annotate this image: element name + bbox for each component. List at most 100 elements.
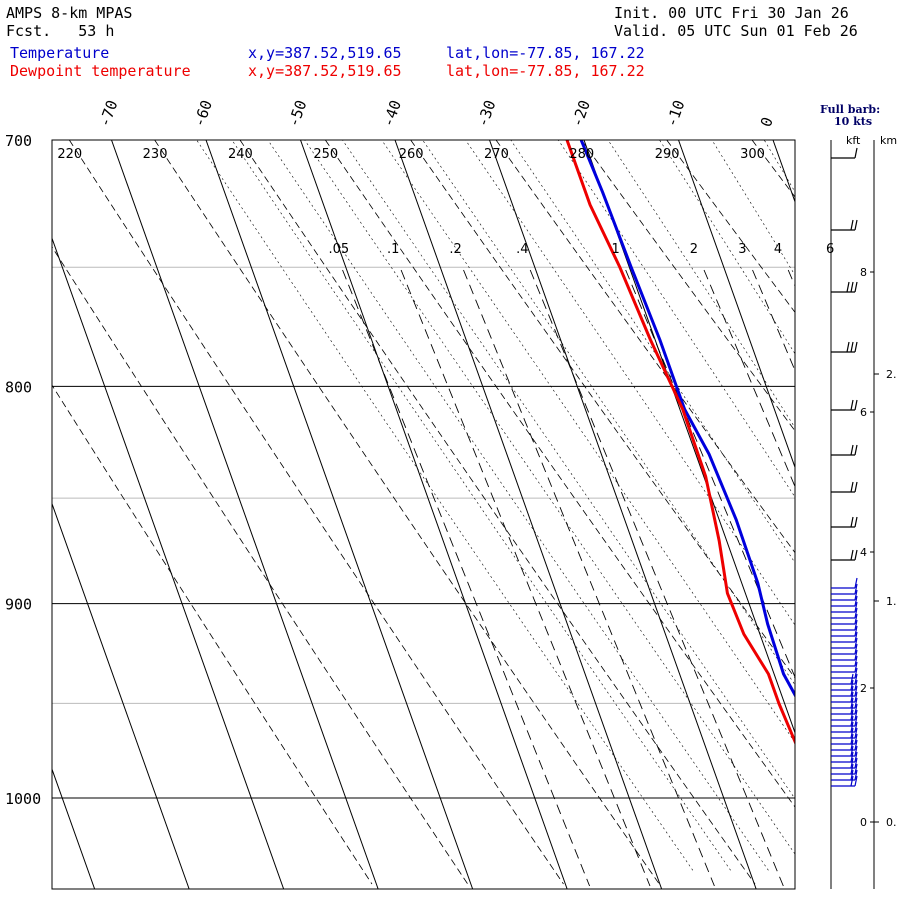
isotherm bbox=[394, 140, 663, 889]
wind-barb bbox=[831, 745, 858, 757]
kft-tick-label: 0 bbox=[860, 816, 867, 829]
wind-barb-flag bbox=[850, 751, 854, 763]
wind-barb-flag bbox=[854, 481, 858, 493]
wind-barb bbox=[831, 769, 858, 781]
mixing-ratio-line bbox=[787, 269, 795, 288]
wind-barb-flag bbox=[850, 709, 854, 721]
chart-series bbox=[565, 140, 795, 746]
wind-barb-flag bbox=[850, 745, 854, 757]
model-title: AMPS 8-km MPAS bbox=[6, 4, 133, 22]
wind-barb-flag bbox=[854, 643, 858, 655]
dewpoint-latlon: lat,lon=-77.85, 167.22 bbox=[446, 62, 645, 80]
isotherm-label-text: -50 bbox=[284, 98, 310, 130]
isotherm-label-text: -10 bbox=[662, 98, 688, 130]
moist-adiabat bbox=[510, 140, 795, 564]
wind-barb bbox=[831, 607, 858, 619]
dry-adiabat bbox=[154, 140, 660, 885]
temperature-profile-line bbox=[579, 140, 795, 698]
wind-barb bbox=[831, 147, 858, 159]
wind-barb-flag bbox=[854, 589, 858, 601]
pressure-tick-label: 700 bbox=[5, 132, 32, 150]
isotherm-label: -60 bbox=[190, 98, 216, 130]
wind-barb-flag bbox=[850, 739, 854, 751]
mixing-ratio-line bbox=[840, 270, 900, 886]
wind-barb-flag bbox=[854, 549, 858, 561]
mixing-ratio-label: 6 bbox=[826, 242, 834, 257]
wind-barb bbox=[831, 733, 858, 745]
wind-barb-flag bbox=[854, 697, 858, 709]
wind-barb bbox=[831, 727, 858, 739]
isotherm bbox=[52, 236, 285, 889]
wind-barb-flag bbox=[854, 709, 858, 721]
wind-barb-flag bbox=[854, 733, 858, 745]
isotherm-label: -40 bbox=[379, 98, 405, 130]
wind-barb-flag bbox=[854, 739, 858, 751]
wind-barb-flag bbox=[850, 727, 854, 739]
wind-barb-flag bbox=[846, 341, 850, 353]
wind-barb-flag bbox=[854, 691, 858, 703]
wind-barb bbox=[831, 757, 858, 769]
isotherm bbox=[300, 140, 568, 889]
wind-barb bbox=[831, 444, 858, 456]
kft-axis-label: kft bbox=[846, 134, 861, 147]
wind-barb bbox=[831, 685, 858, 697]
isotherm-label: 0 bbox=[757, 115, 777, 130]
wind-barb-flag bbox=[854, 721, 858, 733]
wind-barb bbox=[831, 661, 858, 673]
wind-barb-flag bbox=[850, 733, 854, 745]
isotherm bbox=[52, 502, 190, 889]
isotherm bbox=[489, 140, 757, 889]
wind-barb bbox=[831, 715, 858, 727]
isotherm-label: -50 bbox=[284, 98, 310, 130]
isotherm bbox=[111, 140, 379, 889]
chart-grid bbox=[52, 140, 900, 889]
wind-barb-flag bbox=[850, 679, 854, 691]
km-axis-label: km bbox=[880, 134, 897, 147]
wind-barb-flag bbox=[850, 757, 854, 769]
wind-barb-flag bbox=[854, 769, 858, 781]
wind-barb bbox=[831, 549, 858, 561]
wind-barb-flag bbox=[854, 715, 858, 727]
dry-adiabat-label: 290 bbox=[655, 147, 680, 162]
isotherm-label-text: -40 bbox=[379, 98, 405, 130]
wind-barb-flag bbox=[854, 219, 858, 231]
mixing-ratio-label: 1 bbox=[611, 242, 619, 257]
mixing-ratio-label: 4 bbox=[774, 242, 782, 257]
mixing-ratio-line bbox=[703, 269, 795, 488]
wind-barb-flag bbox=[854, 679, 858, 691]
wind-barb bbox=[831, 637, 858, 649]
wind-barb bbox=[831, 631, 858, 643]
isotherm-label: -10 bbox=[662, 98, 688, 130]
isotherm-label-text: -20 bbox=[568, 98, 594, 130]
isotherm bbox=[868, 140, 900, 889]
wind-barb bbox=[831, 516, 858, 528]
mixing-ratio-line bbox=[400, 269, 651, 887]
plot-frame bbox=[51, 139, 796, 890]
wind-barb-flag bbox=[854, 583, 858, 595]
wind-barb-flag bbox=[854, 661, 858, 673]
wind-barb-flag bbox=[854, 444, 858, 456]
isotherm bbox=[583, 140, 795, 735]
isotherm-label-text: -30 bbox=[473, 98, 499, 130]
moist-adiabat bbox=[231, 140, 731, 871]
wind-barb-flag bbox=[850, 281, 854, 293]
wind-barb-flag bbox=[854, 775, 858, 787]
wind-barb-flag bbox=[854, 619, 858, 631]
isotherm-label: -30 bbox=[473, 98, 499, 130]
dewpoint-xy: x,y=387.52,519.65 bbox=[248, 62, 402, 80]
wind-barb-flag bbox=[850, 763, 854, 775]
wind-barb bbox=[831, 583, 858, 595]
moist-adiabat bbox=[304, 140, 795, 855]
wind-barb-flag bbox=[850, 341, 854, 353]
wind-barb-flag bbox=[854, 577, 858, 589]
wind-barb bbox=[831, 649, 858, 661]
wind-barb-flag bbox=[850, 697, 854, 709]
wind-barb bbox=[831, 709, 858, 721]
dry-adiabat-label: 280 bbox=[569, 147, 594, 162]
wind-barb bbox=[831, 751, 858, 763]
wind-barb bbox=[831, 281, 858, 293]
valid-time: Valid. 05 UTC Sun 01 Feb 26 bbox=[614, 22, 858, 40]
wind-barb bbox=[831, 589, 858, 601]
mixing-ratio-label: 2 bbox=[690, 242, 698, 257]
wind-barb-flag bbox=[850, 516, 854, 528]
